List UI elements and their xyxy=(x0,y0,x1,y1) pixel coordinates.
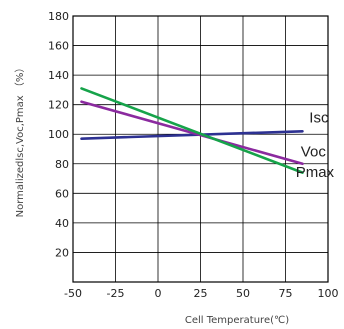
series-label-pmax: Pmax xyxy=(296,164,335,181)
grid xyxy=(73,16,328,282)
series-lines xyxy=(80,87,304,174)
y-tick-label: 80 xyxy=(55,158,69,171)
y-tick-label: 40 xyxy=(55,217,69,230)
y-tick-label: 140 xyxy=(48,69,69,82)
series-label-voc: Voc xyxy=(301,143,327,160)
x-tick-label: 25 xyxy=(194,287,208,300)
x-tick-label: -50 xyxy=(64,287,82,300)
series-line-pmax xyxy=(80,87,304,174)
tick-labels: -50 -25 0 25 50 75 100 20 40 60 80 100 120 140 160 180 xyxy=(48,10,339,300)
x-tick-label: 50 xyxy=(236,287,250,300)
series-line-voc xyxy=(80,100,304,166)
y-axis-title: Normalizedlsc,Voc,Pmax （%） xyxy=(14,63,26,218)
y-tick-label: 180 xyxy=(48,10,69,23)
y-tick-label: 20 xyxy=(55,246,69,259)
series-line-isc xyxy=(80,129,304,140)
y-tick-label: 60 xyxy=(55,187,69,200)
x-tick-label: 75 xyxy=(279,287,293,300)
series-labels: Isc Voc Pmax xyxy=(296,109,335,181)
y-tick-label: 120 xyxy=(48,99,69,112)
x-tick-label: 0 xyxy=(155,287,162,300)
x-tick-label: 100 xyxy=(318,287,339,300)
x-axis-title: Cell Temperature(℃) xyxy=(185,315,289,326)
plot-border xyxy=(72,15,329,283)
y-tick-label: 100 xyxy=(48,128,69,141)
y-tick-label: 160 xyxy=(48,40,69,53)
x-tick-label: -25 xyxy=(107,287,125,300)
series-label-isc: Isc xyxy=(309,109,329,126)
plot-frame xyxy=(72,15,329,283)
